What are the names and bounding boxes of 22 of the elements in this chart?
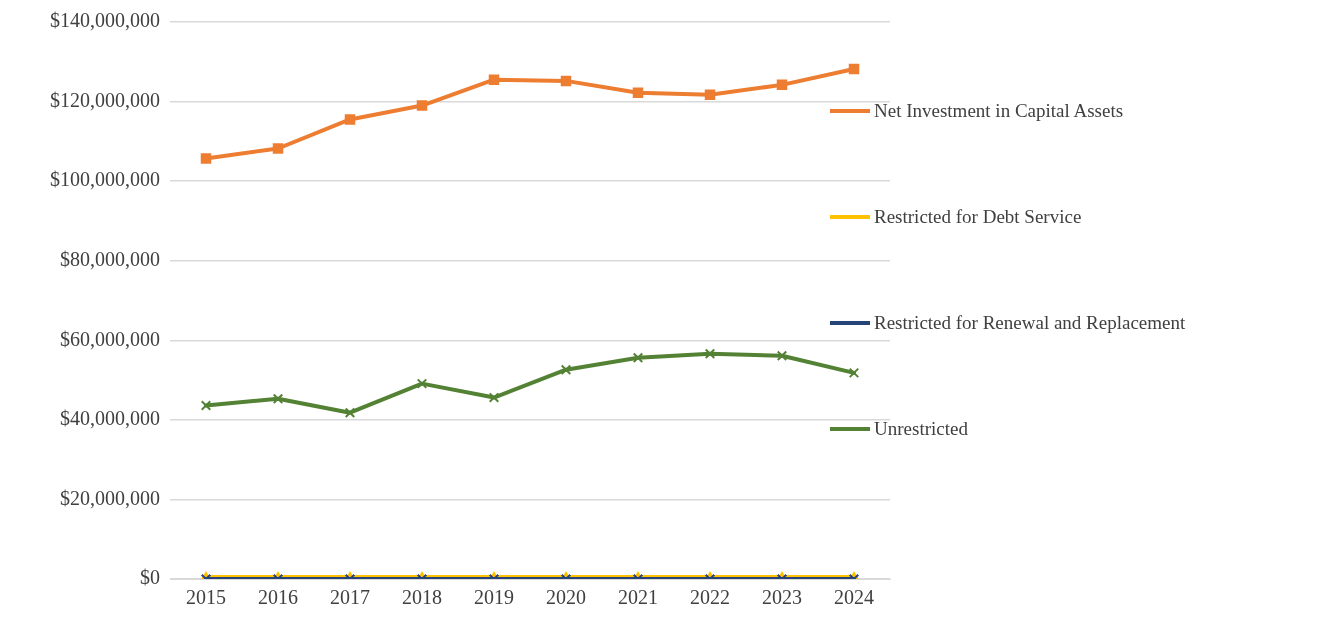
x-tick-label: 2017 xyxy=(330,586,370,609)
x-tick-label: 2021 xyxy=(618,586,658,609)
x-tick-label: 2022 xyxy=(690,586,730,609)
x-tick-label: 2023 xyxy=(762,586,802,609)
y-tick-label: $40,000,000 xyxy=(60,407,160,430)
x-tick-label: 2015 xyxy=(186,586,226,609)
y-tick-label: $100,000,000 xyxy=(50,168,160,191)
x-tick-label: 2020 xyxy=(546,586,586,609)
legend-label: Restricted for Debt Service xyxy=(874,206,1082,228)
legend-label: Net Investment in Capital Assets xyxy=(874,100,1124,122)
y-tick-label: $0 xyxy=(140,566,160,589)
y-tick-label: $120,000,000 xyxy=(50,88,160,111)
y-tick-label: $80,000,000 xyxy=(60,247,160,270)
x-tick-label: 2024 xyxy=(834,586,874,609)
y-tick-label: $60,000,000 xyxy=(60,327,160,350)
legend-label: Restricted for Renewal and Replacement xyxy=(874,312,1186,334)
legend-label: Unrestricted xyxy=(874,418,968,440)
x-tick-label: 2019 xyxy=(474,586,514,609)
y-tick-label: $140,000,000 xyxy=(50,9,160,32)
y-tick-label: $20,000,000 xyxy=(60,486,160,509)
x-tick-label: 2018 xyxy=(402,586,442,609)
x-tick-label: 2016 xyxy=(258,586,298,609)
